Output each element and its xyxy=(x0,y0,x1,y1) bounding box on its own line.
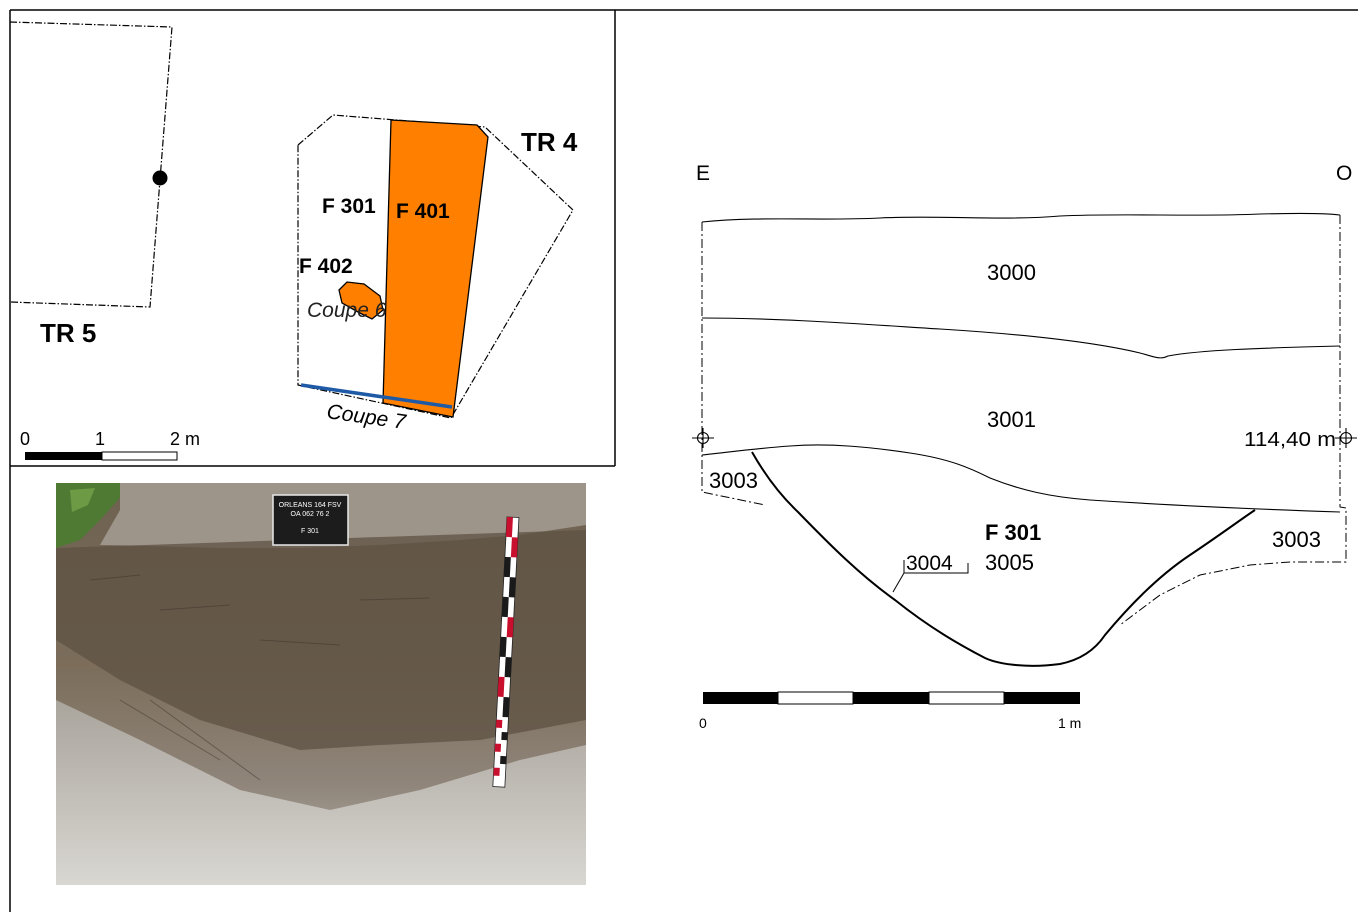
layer-3003-left-label: 3003 xyxy=(709,468,758,493)
tr5-label: TR 5 xyxy=(40,318,96,348)
layer-boundary-3001-3005 xyxy=(701,444,1341,513)
section-drawing: E O 3000 3001 3003 3003 F 301 3005 3004 xyxy=(692,162,1357,731)
f401-label: F 401 xyxy=(396,200,450,223)
datum-marker-left xyxy=(692,428,714,448)
excavation-photo: ORLEANS 164 FSV OA 062 76 2 F 301 xyxy=(56,483,586,885)
tr5-outline xyxy=(9,21,173,308)
board-line-3: F 301 xyxy=(301,528,319,535)
plan-scale-tick-0: 0 xyxy=(20,429,30,449)
pit-cut-f301 xyxy=(751,451,1256,667)
layer-3004-label: 3004 xyxy=(906,552,953,575)
section-right-limit xyxy=(1119,215,1347,626)
layer-3001-label: 3001 xyxy=(987,407,1036,432)
f402-label: F 402 xyxy=(299,255,353,278)
photo-board: ORLEANS 164 FSV OA 062 76 2 F 301 xyxy=(272,494,349,546)
f401-feature xyxy=(382,119,489,418)
layer-3005-label: 3005 xyxy=(985,550,1034,575)
layer-3004-bracket xyxy=(903,560,969,574)
coupe6-label: Coupe 6 xyxy=(307,299,387,322)
layer-3000-label: 3000 xyxy=(987,260,1036,285)
tr4-outline xyxy=(297,114,574,419)
outer-frame xyxy=(9,9,1358,912)
altitude-label: 114,40 m xyxy=(1244,429,1336,451)
board-line-2: OA 062 76 2 xyxy=(291,511,330,518)
f402-feature xyxy=(338,281,384,320)
plan-scale-tick-2: 2 m xyxy=(170,429,200,449)
section-west-label: O xyxy=(1336,162,1352,185)
plan-scale-tick-1: 1 xyxy=(95,429,105,449)
section-east-label: E xyxy=(696,162,710,185)
section-left-limit xyxy=(701,222,766,506)
section-scale-tick-1: 1 m xyxy=(1058,715,1081,731)
layer-3003-right-label: 3003 xyxy=(1272,527,1321,552)
layer-3004-leader xyxy=(892,572,905,593)
pale-fill xyxy=(56,700,586,885)
section-face xyxy=(56,530,586,750)
f301-plan-label: F 301 xyxy=(322,195,376,218)
section-scale-bar: 0 1 m xyxy=(699,691,1081,731)
board-line-1: ORLEANS 164 FSV xyxy=(279,502,342,509)
measuring-rod xyxy=(492,516,520,788)
plan-scale-bar: 0 1 2 m xyxy=(20,429,200,461)
section-scale-tick-0: 0 xyxy=(699,715,707,731)
section-f301-label: F 301 xyxy=(985,520,1041,545)
survey-point-marker xyxy=(152,170,168,186)
coupe7-line xyxy=(300,383,453,409)
tr4-label: TR 4 xyxy=(521,127,578,157)
datum-marker-right xyxy=(1335,428,1357,448)
site-plan: TR 5 TR 4 F 301 F 401 F 402 Coupe 6 Coup… xyxy=(9,21,578,461)
ground-surface-line xyxy=(701,212,1341,223)
layer-boundary-3000-3001 xyxy=(701,317,1341,359)
